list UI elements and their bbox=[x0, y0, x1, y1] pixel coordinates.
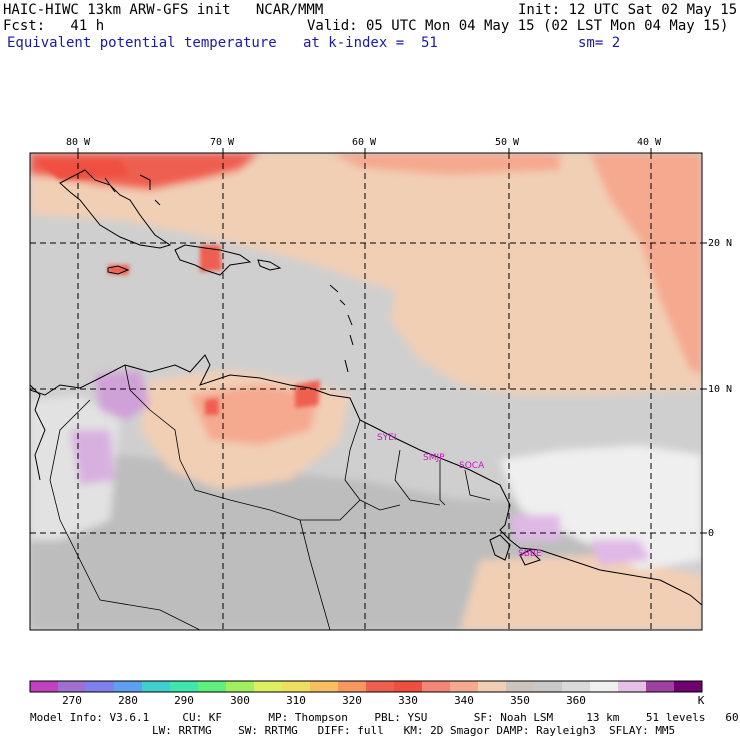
colorbar-tick-label: 330 bbox=[398, 694, 418, 707]
theta-e-field bbox=[30, 153, 702, 630]
field-name: Equivalent potential temperature bbox=[7, 35, 277, 51]
map-frame bbox=[29, 152, 703, 631]
colorbar-swatch bbox=[674, 681, 703, 692]
colorbar-swatch bbox=[450, 681, 479, 692]
colorbar-tick-label: 270 bbox=[62, 694, 82, 707]
colorbar-swatch bbox=[282, 681, 311, 692]
colorbar-tick-label: 340 bbox=[454, 694, 474, 707]
lon-label-80w: 80 W bbox=[66, 137, 91, 148]
colorbar-swatch bbox=[646, 681, 675, 692]
station-label: SMJP bbox=[423, 453, 445, 463]
lon-label-70w: 70 W bbox=[210, 137, 235, 148]
colorbar bbox=[29, 680, 703, 693]
colorbar-tick-label: 300 bbox=[230, 694, 250, 707]
colorbar-tick-label: 350 bbox=[510, 694, 530, 707]
lon-label-50w: 50 W bbox=[495, 137, 520, 148]
lon-label-60w: 60 W bbox=[352, 137, 377, 148]
lat-label-20n: 20 N bbox=[708, 238, 732, 249]
colorbar-swatch bbox=[422, 681, 451, 692]
colorbar-swatch bbox=[618, 681, 647, 692]
colorbar-swatch bbox=[170, 681, 199, 692]
station-label: SBBE bbox=[518, 549, 542, 559]
model-info-line1: Model Info: V3.6.1 CU: KF MP: Thompson P… bbox=[30, 711, 740, 724]
colorbar-tick-label: 320 bbox=[342, 694, 362, 707]
colorbar-frame bbox=[29, 680, 703, 693]
colorbar-swatch bbox=[562, 681, 591, 692]
colorbar-swatch bbox=[58, 681, 87, 692]
colorbar-swatch bbox=[478, 681, 507, 692]
colorbar-swatch bbox=[506, 681, 535, 692]
colorbar-swatch bbox=[366, 681, 395, 692]
forecast-hour: Fcst: 41 h bbox=[3, 18, 105, 34]
borders bbox=[49, 364, 491, 630]
lat-label-10n: 10 N bbox=[708, 384, 732, 395]
colorbar-swatch bbox=[394, 681, 423, 692]
colorbar-swatch bbox=[590, 681, 619, 692]
colorbar-swatch bbox=[114, 681, 143, 692]
smoothing-value: sm= 2 bbox=[578, 35, 621, 51]
graticule bbox=[30, 153, 702, 630]
colorbar-tick-label: 360 bbox=[566, 694, 586, 707]
colorbar-tick-label: 290 bbox=[174, 694, 194, 707]
level-index: at k-index = 51 bbox=[303, 35, 438, 51]
title-line1-left: HAIC-HIWC 13km ARW-GFS init NCAR/MMM bbox=[3, 2, 324, 18]
lat-label-0: 0 bbox=[708, 528, 714, 539]
colorbar-swatch bbox=[30, 681, 59, 692]
colorbar-swatch bbox=[142, 681, 171, 692]
coastlines bbox=[30, 169, 702, 606]
colorbar-swatch bbox=[226, 681, 255, 692]
station-label: SYEI bbox=[377, 433, 397, 443]
colorbar-swatch bbox=[254, 681, 283, 692]
colorbar-swatch bbox=[86, 681, 115, 692]
colorbar-tick-label: 280 bbox=[118, 694, 138, 707]
colorbar-tick-label: 310 bbox=[286, 694, 306, 707]
valid-time: Valid: 05 UTC Mon 04 May 15 (02 LST Mon … bbox=[307, 18, 729, 34]
init-time: Init: 12 UTC Sat 02 May 15 bbox=[518, 2, 738, 18]
model-info-line2: LW: RRTMG SW: RRTMG DIFF: full KM: 2D Sm… bbox=[152, 724, 676, 737]
station-label: SOCA bbox=[459, 461, 485, 471]
colorbar-swatch bbox=[534, 681, 563, 692]
tick-marks bbox=[77, 148, 707, 534]
colorbar-swatch bbox=[338, 681, 367, 692]
colorbar-swatch bbox=[310, 681, 339, 692]
colorbar-swatch bbox=[198, 681, 227, 692]
lon-label-40w: 40 W bbox=[637, 137, 662, 148]
colorbar-unit: K bbox=[697, 694, 705, 707]
